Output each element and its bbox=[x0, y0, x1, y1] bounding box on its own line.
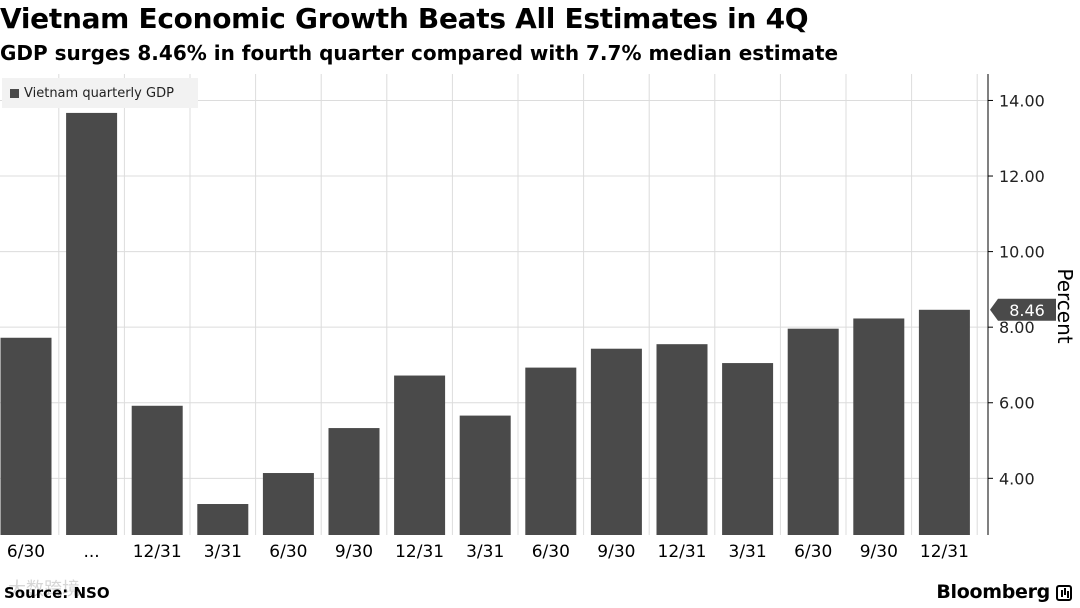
x-tick-label: 9/30 bbox=[597, 542, 635, 562]
last-value-callout: 8.46 bbox=[990, 298, 1056, 321]
y-tick-label: 4.00 bbox=[999, 469, 1035, 488]
y-axis: 4.00 6.00 8.00 10.00 12.00 14.00 bbox=[987, 74, 1045, 535]
y-tick-label: 14.00 bbox=[999, 91, 1045, 110]
legend-label: Vietnam quarterly GDP bbox=[24, 85, 174, 101]
legend-swatch bbox=[10, 88, 19, 98]
bar bbox=[262, 473, 314, 535]
x-tick-label: 12/31 bbox=[133, 542, 182, 562]
x-tick-label: 12/31 bbox=[395, 542, 444, 562]
bar bbox=[197, 504, 249, 535]
brand-logo-text: Bloomberg bbox=[936, 581, 1050, 603]
y-tick-label: 8.00 bbox=[999, 318, 1035, 337]
bar bbox=[394, 375, 446, 535]
bar bbox=[328, 428, 380, 535]
x-tick-label: 6/30 bbox=[794, 542, 832, 562]
bar bbox=[656, 344, 708, 535]
x-tick-label: 3/31 bbox=[204, 542, 242, 562]
x-tick-label: 3/31 bbox=[466, 542, 504, 562]
x-tick-label: 9/30 bbox=[335, 542, 373, 562]
x-tick-label: 6/30 bbox=[532, 542, 570, 562]
x-tick-label: 6/30 bbox=[7, 542, 45, 562]
chart-title: Vietnam Economic Growth Beats All Estima… bbox=[0, 2, 809, 35]
x-tick-label: 12/31 bbox=[920, 542, 969, 562]
callout-box bbox=[990, 298, 1056, 321]
x-tick-label: 3/31 bbox=[729, 542, 767, 562]
bar bbox=[459, 415, 511, 535]
legend: Vietnam quarterly GDP bbox=[2, 78, 198, 108]
x-tick-label: ... bbox=[83, 542, 99, 562]
y-tick-label: 6.00 bbox=[999, 394, 1035, 413]
bar bbox=[787, 328, 839, 535]
chart-subtitle: GDP surges 8.46% in fourth quarter compa… bbox=[0, 41, 839, 65]
x-tick-label: 9/30 bbox=[860, 542, 898, 562]
bar bbox=[131, 405, 183, 535]
watermark-text: 大数跨境 bbox=[8, 579, 80, 600]
bar bbox=[853, 318, 905, 535]
x-tick-label: 12/31 bbox=[658, 542, 707, 562]
bar bbox=[590, 348, 642, 535]
y-axis-label: Percent bbox=[1053, 268, 1077, 343]
bar bbox=[525, 367, 577, 535]
bar bbox=[918, 309, 970, 535]
bars bbox=[0, 112, 970, 535]
x-axis-labels: 6/30... 12/31 3/31 6/30 9/30 12/31 3/31 6/30 9/3… bbox=[7, 542, 969, 562]
source-note: Source: NSO bbox=[4, 584, 110, 602]
y-tick-label: 10.00 bbox=[999, 243, 1045, 262]
bar bbox=[66, 112, 118, 535]
bar bbox=[0, 337, 52, 535]
x-tick-label: 6/30 bbox=[269, 542, 307, 562]
bloomberg-chart-icon bbox=[1056, 585, 1072, 601]
bar bbox=[722, 363, 774, 535]
y-tick-label: 12.00 bbox=[999, 167, 1045, 186]
callout-value: 8.46 bbox=[1009, 301, 1045, 320]
